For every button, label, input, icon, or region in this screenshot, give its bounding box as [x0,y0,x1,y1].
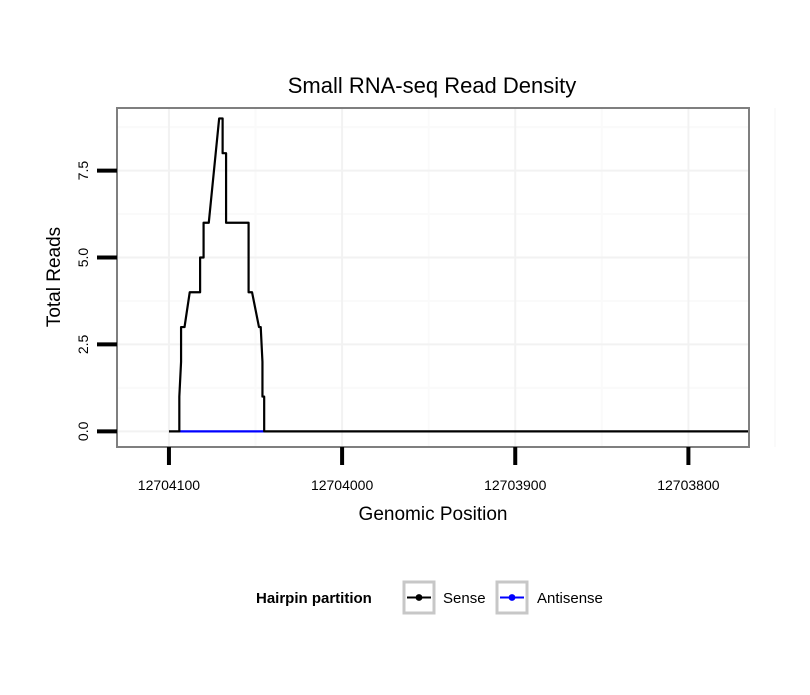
legend-antisense-point [508,594,516,601]
chart-title: Small RNA-seq Read Density [288,73,577,98]
x-tick-label: 12703800 [657,477,720,493]
y-tick-label: 7.5 [75,161,91,181]
plot-panel [117,108,749,447]
x-axis-label: Genomic Position [359,504,508,525]
x-tick-label: 12704100 [138,477,201,493]
series-sense-line [168,117,749,433]
series-layer [168,117,749,433]
legend-label-antisense: Antisense [537,590,603,607]
y-axis: 0.0 2.5 5.0 7.5 [75,161,117,441]
y-tick-label: 5.0 [75,248,91,268]
legend-label-sense: Sense [443,590,486,607]
y-tick-label: 0.0 [75,421,91,441]
legend: Hairpin partition Sense Antisense [256,580,603,615]
x-tick-label: 12703900 [484,477,547,493]
legend-sense-point [415,594,423,601]
x-tick-label: 12704000 [311,477,374,493]
plot-panel-border [116,107,750,448]
y-tick-label: 2.5 [75,334,91,354]
legend-title: Hairpin partition [256,590,372,607]
x-axis: 12704100 12704000 12703900 12703800 [138,447,720,493]
plot-background [117,108,749,447]
y-axis-label: Total Reads [44,227,65,327]
